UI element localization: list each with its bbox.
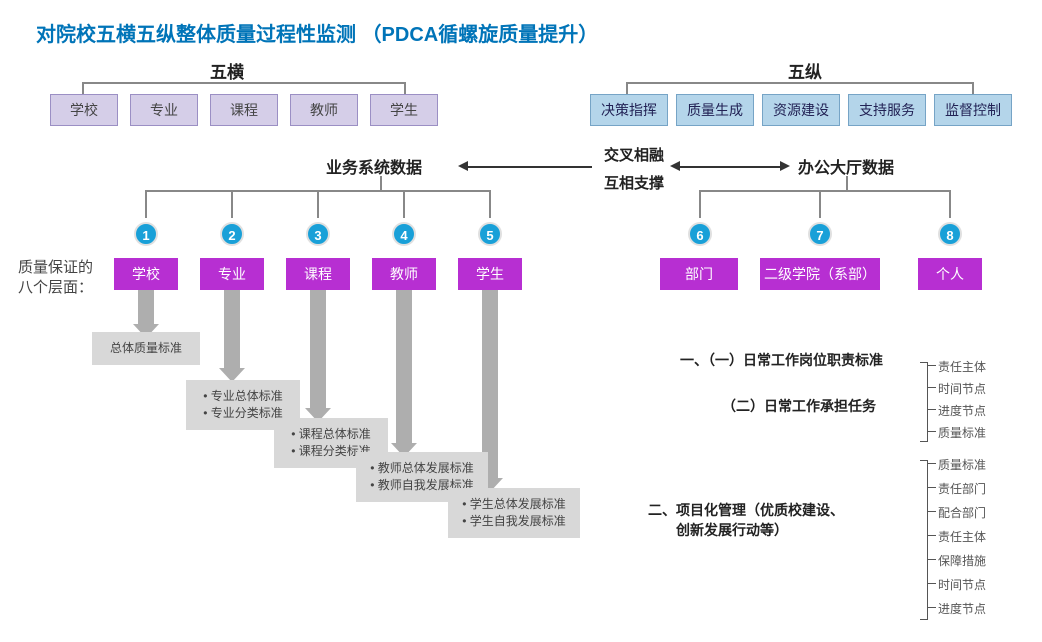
list2-line-1 xyxy=(928,487,936,488)
list2-0: 质量标准 xyxy=(938,456,986,473)
vbox-4: 监督控制 xyxy=(934,94,1012,126)
arrow-head-right-2 xyxy=(780,161,790,171)
circle-7: 7 xyxy=(808,222,832,246)
list2-2: 配合部门 xyxy=(938,504,986,521)
list2-line-6 xyxy=(928,607,936,608)
sec1b: （二）日常工作承担任务 xyxy=(722,396,876,416)
drop-4 xyxy=(403,190,405,218)
list1-0: 责任主体 xyxy=(938,358,986,375)
mag-2: 课程 xyxy=(286,258,350,290)
drop-6 xyxy=(699,190,701,218)
mag-4: 学生 xyxy=(458,258,522,290)
gbox-0: 总体质量标准 xyxy=(92,332,200,365)
hbox-0: 学校 xyxy=(50,94,118,126)
double-arrow-2 xyxy=(680,166,780,168)
mag-6: 二级学院（系部） xyxy=(760,258,880,290)
list1-line-2 xyxy=(928,409,936,410)
subhead-right: 五纵 xyxy=(788,58,822,83)
vbox-3: 支持服务 xyxy=(848,94,926,126)
list2-line-2 xyxy=(928,511,936,512)
gray-arrow-2 xyxy=(310,290,326,410)
mag-1: 专业 xyxy=(200,258,264,290)
list2-6: 进度节点 xyxy=(938,600,986,617)
cross-bottom: 互相支撑 xyxy=(604,172,664,193)
mag-5: 部门 xyxy=(660,258,738,290)
gray-arrow-3 xyxy=(396,290,412,445)
list1-3: 质量标准 xyxy=(938,424,986,441)
hbox-1: 专业 xyxy=(130,94,198,126)
drop-8 xyxy=(949,190,951,218)
list2-line-0 xyxy=(928,463,936,464)
list2-line-5 xyxy=(928,583,936,584)
gbox-4: • 学生总体发展标准 • 学生自我发展标准 xyxy=(448,488,580,538)
mag-7: 个人 xyxy=(918,258,982,290)
drop-5 xyxy=(489,190,491,218)
stem-left xyxy=(380,176,382,190)
gray-arrow-1 xyxy=(224,290,240,370)
list1-line-0 xyxy=(928,365,936,366)
list2-4: 保障措施 xyxy=(938,552,986,569)
hbox-2: 课程 xyxy=(210,94,278,126)
list2-line-4 xyxy=(928,559,936,560)
vbox-1: 质量生成 xyxy=(676,94,754,126)
mag-3: 教师 xyxy=(372,258,436,290)
circle-6: 6 xyxy=(688,222,712,246)
drop-2 xyxy=(231,190,233,218)
list2-3: 责任主体 xyxy=(938,528,986,545)
rbracket-2 xyxy=(920,460,928,620)
rbracket-1 xyxy=(920,362,928,442)
drop-7 xyxy=(819,190,821,218)
bracket-office xyxy=(699,190,951,192)
arrow-head-left-2 xyxy=(670,161,680,171)
eight-levels-l2: 八个层面： xyxy=(18,276,93,297)
group-label-left: 业务系统数据 xyxy=(326,154,422,178)
drop-3 xyxy=(317,190,319,218)
group-label-right: 办公大厅数据 xyxy=(798,154,894,178)
double-arrow xyxy=(468,166,592,168)
list2-line-3 xyxy=(928,535,936,536)
list1-2: 进度节点 xyxy=(938,402,986,419)
arrow-head-left xyxy=(458,161,468,171)
circle-5: 5 xyxy=(478,222,502,246)
list1-line-1 xyxy=(928,387,936,388)
mag-0: 学校 xyxy=(114,258,178,290)
circle-4: 4 xyxy=(392,222,416,246)
list2-1: 责任部门 xyxy=(938,480,986,497)
list1-line-3 xyxy=(928,431,936,432)
circle-2: 2 xyxy=(220,222,244,246)
cross-top: 交叉相融 xyxy=(604,144,664,165)
vbox-0: 决策指挥 xyxy=(590,94,668,126)
vbox-2: 资源建设 xyxy=(762,94,840,126)
circle-3: 3 xyxy=(306,222,330,246)
eight-levels-l1: 质量保证的 xyxy=(18,256,93,277)
sec2: 二、项目化管理（优质校建设、 创新发展行动等） xyxy=(648,500,844,540)
page-title: 对院校五横五纵整体质量过程性监测 （PDCA循螺旋质量提升） xyxy=(36,18,598,47)
stem-right xyxy=(846,176,848,190)
circle-1: 1 xyxy=(134,222,158,246)
sec1a: 一、（一）日常工作岗位职责标准 xyxy=(680,350,883,370)
circle-8: 8 xyxy=(938,222,962,246)
hbox-4: 学生 xyxy=(370,94,438,126)
list1-1: 时间节点 xyxy=(938,380,986,397)
hbox-3: 教师 xyxy=(290,94,358,126)
subhead-left: 五横 xyxy=(210,58,244,83)
gray-arrow-0 xyxy=(138,290,154,326)
drop-1 xyxy=(145,190,147,218)
list2-5: 时间节点 xyxy=(938,576,986,593)
